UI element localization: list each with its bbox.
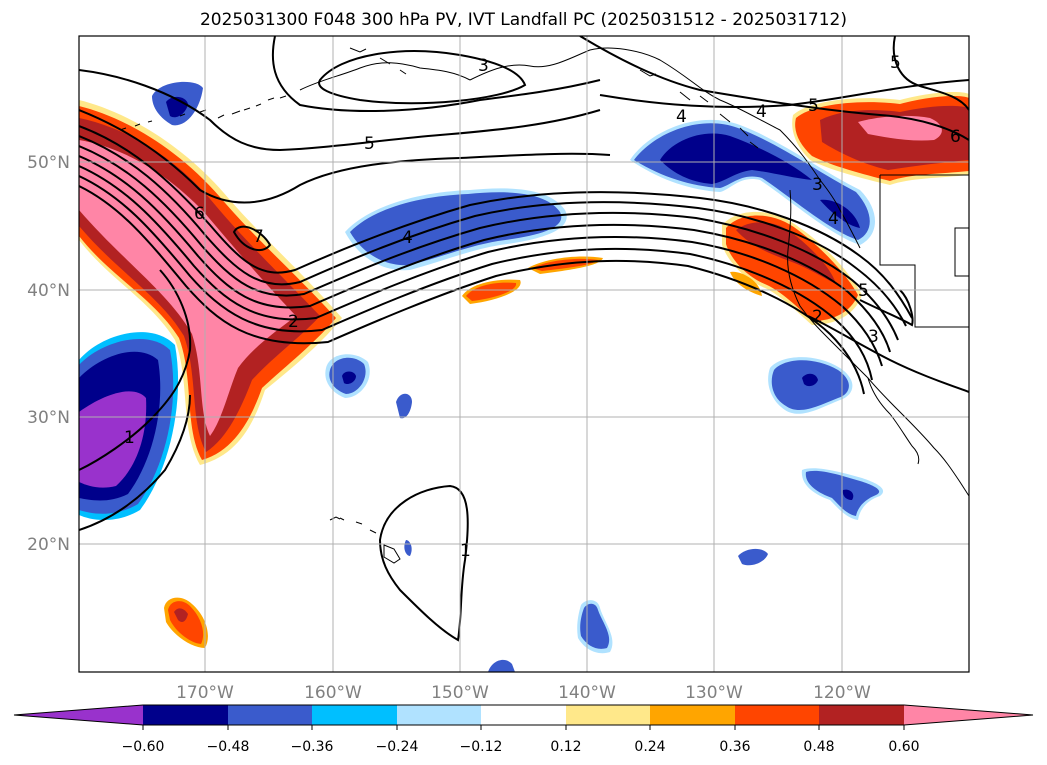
pv-contours (79, 36, 969, 642)
colorbar-label: 0.60 (888, 739, 919, 755)
lon-tick-label: 130°W (685, 683, 743, 703)
map-title: 2025031300 F048 300 hPa PV, IVT Landfall… (199, 10, 847, 30)
contour-label: 5 (364, 134, 375, 154)
colorbar: −0.60 −0.48 −0.36 −0.24 −0.12 0.12 0.24 … (13, 704, 1034, 755)
contour-label: 4 (828, 209, 839, 229)
lon-tick-label: 160°W (304, 683, 362, 703)
contour-label: 5 (858, 281, 869, 301)
lon-tick-labels: 170°W 160°W 150°W 140°W 130°W 120°W (176, 683, 871, 703)
lon-tick-label: 120°W (813, 683, 871, 703)
colorbar-segment (228, 705, 312, 725)
contour-label: 5 (890, 53, 901, 73)
colorbar-label: −0.48 (207, 739, 250, 755)
contour-3-north (318, 50, 527, 105)
contour-label: 2 (288, 312, 299, 332)
gridlines (79, 36, 969, 672)
colorbar-low-extension (14, 705, 143, 725)
lat-tick-label: 20°N (27, 535, 70, 555)
colorbar-segment (650, 705, 735, 725)
colorbar-segment (312, 705, 397, 725)
colorbar-segment (481, 705, 566, 725)
contour-label: 3 (868, 327, 879, 347)
colorbar-label: 0.24 (634, 739, 665, 755)
contour-label: 7 (253, 227, 264, 247)
colorbar-label: −0.12 (460, 739, 503, 755)
map-plot-area: 3 5 5 4 5 6 6 7 4 2 1 1 2 3 4 5 3 4 (79, 36, 969, 672)
colorbar-segment (143, 705, 228, 725)
contour-label: 5 (808, 96, 819, 116)
contour-label: 4 (756, 102, 767, 122)
colorbar-segment (819, 705, 904, 725)
lon-tick-label: 140°W (558, 683, 616, 703)
lat-tick-label: 40°N (27, 281, 70, 301)
map-frame (78, 35, 970, 673)
contour-label: 1 (460, 541, 471, 561)
contour-label: 4 (676, 107, 687, 127)
ivt-shading (79, 81, 969, 672)
contour-1-southwest (79, 269, 192, 471)
contour-labels: 3 5 5 4 5 6 6 7 4 2 1 1 2 3 4 5 3 4 (124, 53, 961, 561)
contour-label: 6 (194, 204, 205, 224)
lat-tick-labels: 50°N 40°N 30°N 20°N (27, 153, 70, 555)
colorbar-label: 0.48 (803, 739, 834, 755)
lon-tick-label: 150°W (431, 683, 489, 703)
colorbar-label: −0.36 (291, 739, 334, 755)
colorbar-segment (735, 705, 819, 725)
colorbar-label: 0.12 (550, 739, 581, 755)
colorbar-label: −0.60 (122, 739, 165, 755)
colorbar-label: −0.24 (376, 739, 419, 755)
contour-label: 2 (812, 307, 823, 327)
colorbar-label: 0.36 (719, 739, 750, 755)
lat-tick-label: 30°N (27, 408, 70, 428)
lat-tick-label: 50°N (27, 153, 70, 173)
contour-label: 4 (402, 228, 413, 248)
contour-label: 1 (124, 428, 135, 448)
contour-north-outer (271, 36, 969, 141)
colorbar-segment (397, 705, 481, 725)
contour-label: 3 (812, 175, 823, 195)
contour-label: 6 (950, 127, 961, 147)
colorbar-high-extension (904, 705, 1033, 725)
contour-label: 3 (478, 56, 489, 76)
lon-tick-label: 170°W (176, 683, 234, 703)
contour-1-south (378, 484, 469, 642)
colorbar-segment (566, 705, 650, 725)
